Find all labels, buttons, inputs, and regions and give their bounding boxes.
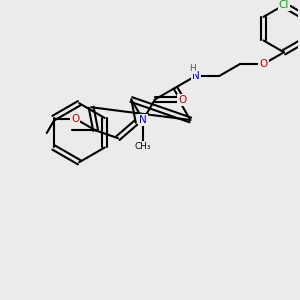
Text: Cl: Cl — [279, 0, 289, 10]
Text: N: N — [192, 71, 200, 81]
Text: O: O — [71, 114, 79, 124]
Text: N: N — [139, 115, 147, 125]
Text: O: O — [178, 95, 187, 105]
Text: CH₃: CH₃ — [135, 142, 152, 151]
Text: H: H — [190, 64, 196, 74]
Text: O: O — [260, 59, 268, 69]
